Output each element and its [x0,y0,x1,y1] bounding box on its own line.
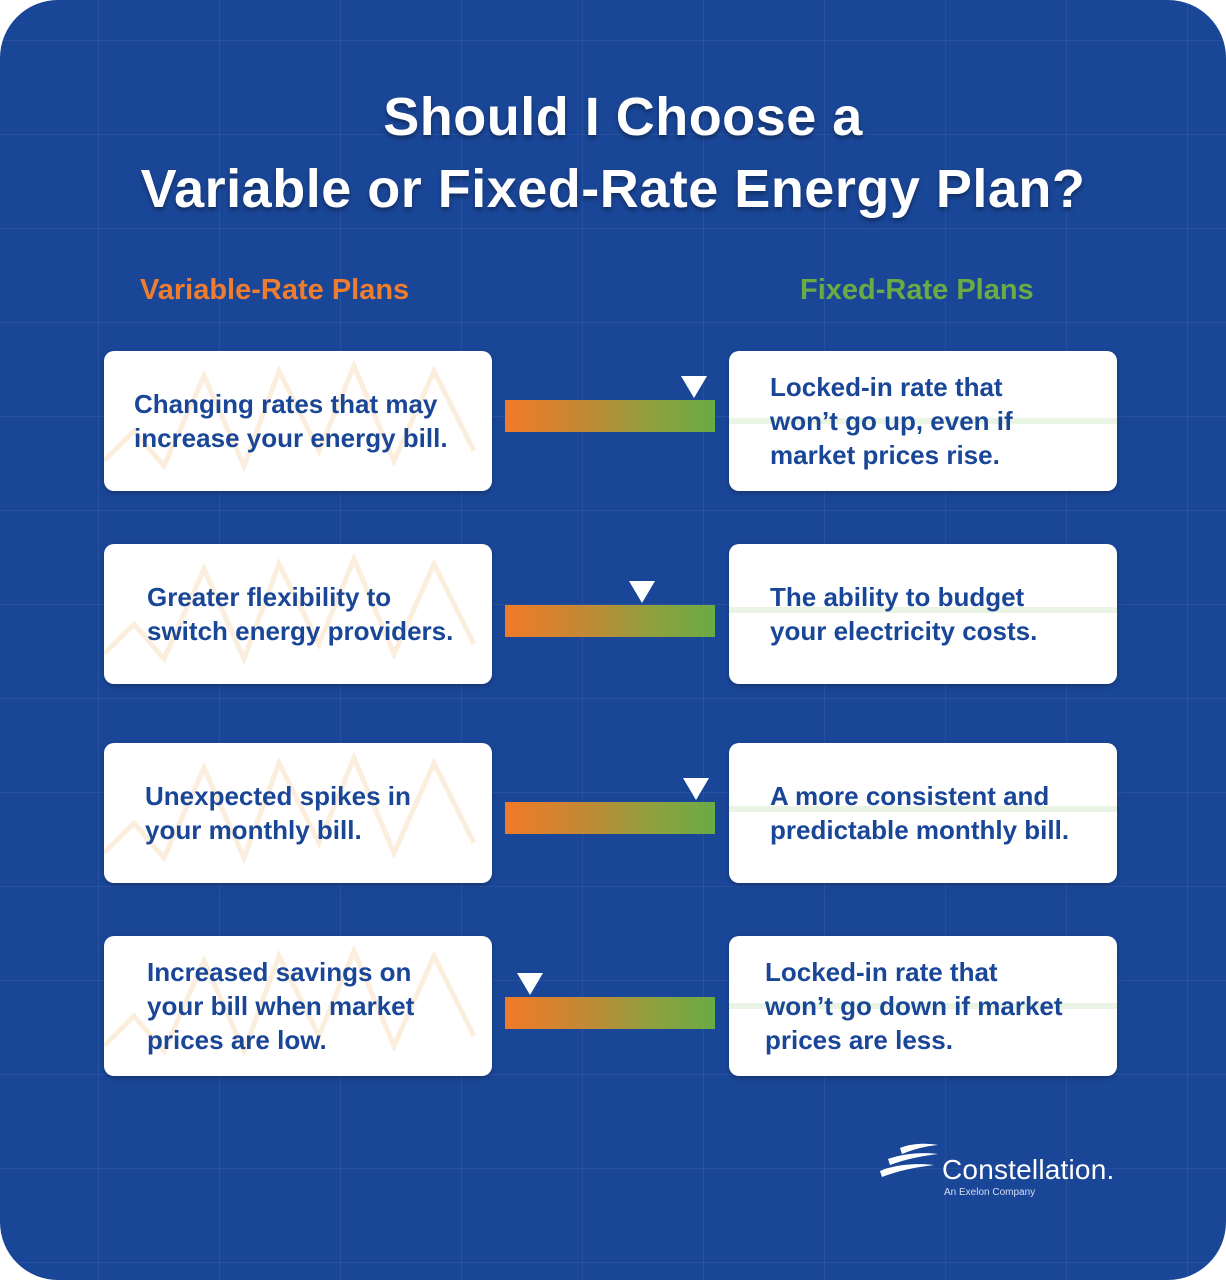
gradient-bar [505,802,715,834]
card-line: switch energy providers. [147,616,454,646]
rate-meter [505,967,715,1029]
constellation-logo: Constellation. An Exelon Company [878,1140,1118,1210]
variable-card-text: Unexpected spikes in your monthly bill. [104,743,492,883]
variable-card: Changing rates that may increase your en… [104,351,492,491]
variable-column-heading: Variable-Rate Plans [140,274,410,306]
rate-meter [505,772,715,834]
card-line: Locked-in rate that [770,372,1003,402]
variable-card: Greater flexibility to switch energy pro… [104,544,492,684]
gradient-bar [505,605,715,637]
rate-meter [505,575,715,637]
rate-meter [505,370,715,432]
zigzag-decoration-icon [104,552,477,666]
variable-card-text: Increased savings on your bill when mark… [104,936,492,1076]
card-line: Locked-in rate that [765,957,998,987]
card-line: prices are less. [765,1025,953,1055]
indicator-triangle-icon [517,973,544,995]
fixed-card-text: A more consistent and predictable monthl… [729,743,1117,883]
fixed-card: Locked-in rate that won’t go down if mar… [729,936,1117,1076]
indicator-triangle-icon [683,778,710,800]
title-line-2: Variable or Fixed-Rate Energy Plan? [140,159,1086,219]
variable-card-text: Changing rates that may increase your en… [104,351,492,491]
logo-tagline: An Exelon Company [944,1187,1036,1198]
variable-card: Increased savings on your bill when mark… [104,936,492,1076]
logo-brand-name: Constellation. [942,1154,1115,1185]
card-line: prices are low. [147,1025,327,1055]
card-line: won’t go up, even if [770,406,1013,436]
card-line: The ability to budget [770,582,1025,612]
gradient-bar [505,400,715,432]
zigzag-decoration-icon [104,944,477,1058]
constellation-swoosh-icon [880,1143,938,1177]
fixed-card-text: Locked-in rate that won’t go down if mar… [729,936,1117,1076]
card-line: your electricity costs. [770,616,1038,646]
card-line: Unexpected spikes in [145,781,411,811]
indicator-triangle-icon [681,376,707,398]
card-line: Increased savings on [147,957,412,987]
card-line: A more consistent and [770,781,1050,811]
card-line: Changing rates that may [134,389,438,419]
card-line: your monthly bill. [145,815,362,845]
fixed-card-text: Locked-in rate that won’t go up, even if… [729,351,1117,491]
card-line: increase your energy bill. [134,423,448,453]
zigzag-decoration-icon [104,751,477,865]
flat-line-decoration-icon [729,607,1117,613]
fixed-card: Locked-in rate that won’t go up, even if… [729,351,1117,491]
flat-line-decoration-icon [729,1003,1117,1009]
fixed-card-text: The ability to budget your electricity c… [729,544,1117,684]
indicator-triangle-icon [628,581,655,603]
flat-line-decoration-icon [729,806,1117,812]
flat-line-decoration-icon [729,418,1117,424]
fixed-card: A more consistent and predictable monthl… [729,743,1117,883]
card-line: Greater flexibility to [147,582,392,612]
gradient-bar [505,997,715,1029]
fixed-card: The ability to budget your electricity c… [729,544,1117,684]
card-line: your bill when market [147,991,415,1021]
card-line: market prices rise. [770,440,1000,470]
variable-card-text: Greater flexibility to switch energy pro… [104,544,492,684]
card-line: won’t go down if market [765,991,1063,1021]
title-line-1: Should I Choose a [383,87,863,147]
card-line: predictable monthly bill. [770,815,1070,845]
fixed-column-heading: Fixed-Rate Plans [800,274,1034,306]
variable-card: Unexpected spikes in your monthly bill. [104,743,492,883]
zigzag-decoration-icon [104,359,477,473]
